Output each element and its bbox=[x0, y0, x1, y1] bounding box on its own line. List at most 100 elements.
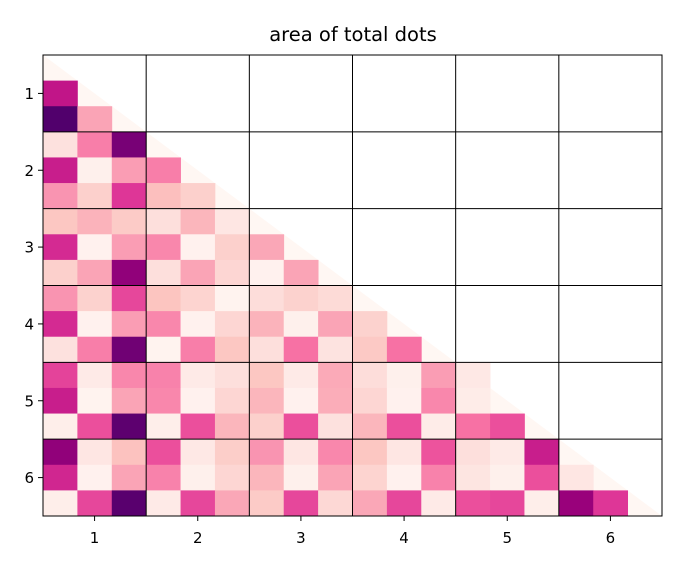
heatmap-cell bbox=[524, 490, 560, 517]
heatmap-cell bbox=[283, 387, 319, 414]
heatmap-cell bbox=[146, 464, 181, 491]
heatmap-cell bbox=[77, 285, 113, 312]
heatmap-cell bbox=[180, 259, 216, 286]
heatmap-cell bbox=[593, 490, 629, 517]
heatmap-cell bbox=[421, 362, 457, 389]
heatmap-cell bbox=[146, 336, 181, 363]
heatmap-cell bbox=[77, 387, 113, 414]
x-tick-label: 6 bbox=[606, 529, 616, 547]
heatmap-cell bbox=[77, 131, 113, 158]
heatmap-cell bbox=[77, 336, 113, 363]
heatmap-cell bbox=[111, 157, 147, 184]
heatmap-cell bbox=[77, 490, 113, 517]
heatmap-cell bbox=[421, 413, 457, 440]
heatmap-cell bbox=[249, 285, 285, 312]
heatmap-cell bbox=[214, 208, 250, 235]
heatmap-cell bbox=[43, 285, 78, 312]
heatmap-cell bbox=[352, 464, 388, 491]
heatmap-cell bbox=[146, 208, 181, 235]
x-tick-label: 5 bbox=[502, 529, 512, 547]
heatmap-cell bbox=[146, 259, 181, 286]
heatmap-cell bbox=[352, 490, 388, 517]
chart-title: area of total dots bbox=[269, 23, 437, 46]
y-tick-label: 4 bbox=[24, 315, 34, 333]
heatmap-cell bbox=[249, 490, 285, 517]
heatmap-cell bbox=[43, 311, 78, 338]
heatmap-cell bbox=[249, 439, 285, 466]
heatmap-cell bbox=[111, 490, 147, 517]
heatmap-cell bbox=[111, 439, 147, 466]
heatmap-cell bbox=[490, 490, 525, 517]
heatmap-cell bbox=[214, 362, 250, 389]
heatmap-cell bbox=[214, 464, 250, 491]
heatmap-cell bbox=[180, 387, 216, 414]
heatmap-cell bbox=[490, 413, 525, 440]
heatmap-cell bbox=[214, 234, 250, 261]
heatmap-cell bbox=[77, 234, 113, 261]
heatmap-cell bbox=[77, 362, 113, 389]
heatmap-cell bbox=[214, 413, 250, 440]
heatmap-cell bbox=[421, 387, 457, 414]
heatmap-cell bbox=[318, 362, 353, 389]
y-tick-label: 2 bbox=[24, 162, 34, 180]
heatmap-cell bbox=[214, 387, 250, 414]
heatmap-cell bbox=[386, 439, 422, 466]
x-tick-label: 3 bbox=[296, 529, 306, 547]
heatmap-cell bbox=[43, 387, 78, 414]
heatmap-cell bbox=[214, 285, 250, 312]
heatmap-cell bbox=[180, 362, 216, 389]
heatmap-cell bbox=[146, 387, 181, 414]
heatmap-cell bbox=[111, 464, 147, 491]
heatmap-cell bbox=[77, 183, 113, 210]
heatmap-cell bbox=[77, 464, 113, 491]
heatmap-cell bbox=[180, 464, 216, 491]
heatmap-cell bbox=[111, 413, 147, 440]
heatmap-cell bbox=[318, 336, 353, 363]
heatmap-cell bbox=[77, 208, 113, 235]
heatmap-cell bbox=[283, 413, 319, 440]
heatmap-cell bbox=[249, 413, 285, 440]
heatmap-cell bbox=[318, 490, 353, 517]
heatmap-cell bbox=[249, 387, 285, 414]
heatmap-cell bbox=[318, 285, 353, 312]
heatmap-cell bbox=[421, 439, 457, 466]
heatmap-cell bbox=[146, 157, 181, 184]
heatmap-cell bbox=[249, 311, 285, 338]
heatmap-cell bbox=[352, 311, 388, 338]
heatmap-cells bbox=[43, 55, 662, 517]
heatmap-cell bbox=[283, 439, 319, 466]
heatmap-cell bbox=[490, 464, 525, 491]
heatmap-cell bbox=[43, 208, 78, 235]
heatmap-cell bbox=[386, 413, 422, 440]
heatmap-cell bbox=[352, 439, 388, 466]
heatmap-cell bbox=[214, 336, 250, 363]
y-tick-label: 3 bbox=[24, 239, 34, 257]
heatmap-cell bbox=[43, 439, 78, 466]
heatmap-cell bbox=[421, 464, 457, 491]
heatmap-cell bbox=[318, 464, 353, 491]
heatmap-cell bbox=[283, 490, 319, 517]
heatmap-cell bbox=[43, 464, 78, 491]
heatmap-cell bbox=[77, 259, 113, 286]
grid-lines bbox=[42, 54, 663, 517]
heatmap-cell bbox=[43, 157, 78, 184]
heatmap-cell bbox=[111, 131, 147, 158]
heatmap-cell bbox=[455, 387, 491, 414]
heatmap-cell bbox=[180, 490, 216, 517]
heatmap-cell bbox=[43, 80, 78, 107]
heatmap-cell bbox=[43, 413, 78, 440]
heatmap-cell bbox=[77, 413, 113, 440]
heatmap-cell bbox=[77, 157, 113, 184]
heatmap-cell bbox=[43, 259, 78, 286]
y-axis-ticks: 1 2 3 4 5 6 bbox=[24, 85, 43, 487]
heatmap-cell bbox=[180, 439, 216, 466]
heatmap-cell bbox=[352, 362, 388, 389]
heatmap-cell bbox=[421, 490, 457, 517]
heatmap-cell bbox=[146, 490, 181, 517]
plot-frame bbox=[42, 54, 663, 517]
heatmap-cell bbox=[386, 464, 422, 491]
heatmap-cell bbox=[146, 234, 181, 261]
heatmap-cell bbox=[43, 131, 78, 158]
heatmap-cell bbox=[249, 234, 285, 261]
heatmap-cell bbox=[77, 439, 113, 466]
